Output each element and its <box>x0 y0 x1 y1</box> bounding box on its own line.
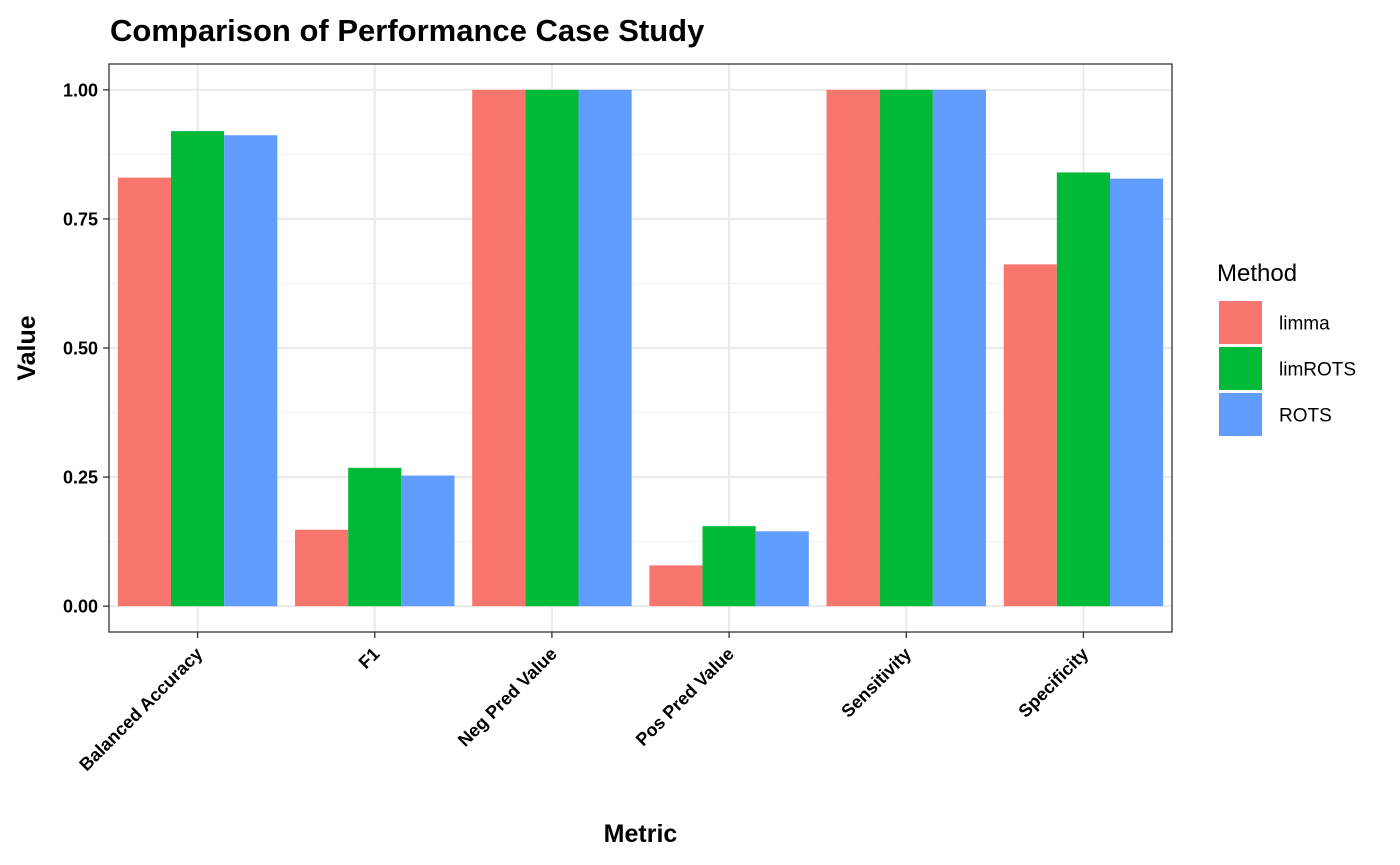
bar-rots-sensitivity <box>932 89 986 607</box>
bar-limma-pos-pred-value <box>649 565 703 607</box>
y-tick-label: 1.00 <box>63 80 98 100</box>
bar-limrots-f1 <box>348 467 402 607</box>
legend-key-limrots <box>1219 347 1262 390</box>
bar-limma-f1 <box>295 529 349 607</box>
x-tick-label: Balanced Accuracy <box>75 644 206 775</box>
chart-title: Comparison of Performance Case Study <box>110 13 705 48</box>
y-tick-label: 0.00 <box>63 597 98 617</box>
legend-label-limrots: limROTS <box>1279 360 1356 381</box>
bars-group <box>117 89 1164 607</box>
legend-key-rots <box>1219 393 1262 436</box>
y-tick-label: 0.75 <box>63 209 98 229</box>
minor-gridlines <box>109 153 1172 543</box>
x-tick-label: Sensitivity <box>837 644 915 722</box>
legend: Method limma limROTS ROTS <box>1217 260 1356 436</box>
y-axis-title: Value <box>13 315 41 380</box>
legend-label-limma: limma <box>1279 314 1330 335</box>
bar-rots-pos-pred-value <box>755 531 809 607</box>
legend-title: Method <box>1217 260 1297 287</box>
bar-limma-sensitivity <box>826 89 880 607</box>
bar-limrots-specificity <box>1056 172 1110 607</box>
x-axis-title: Metric <box>604 820 678 848</box>
bar-limrots-balanced-accuracy <box>171 131 225 607</box>
x-axis: Balanced Accuracy F1 Neg Pred Value Pos Pre… <box>75 632 1092 775</box>
y-tick-label: 0.50 <box>63 339 98 359</box>
x-tick-label: Specificity <box>1014 644 1092 722</box>
x-tick-label: Neg Pred Value <box>454 644 561 751</box>
bar-rots-balanced-accuracy <box>224 135 278 607</box>
y-axis: 0.00 0.25 0.50 0.75 1.00 <box>63 80 109 617</box>
y-tick-label: 0.25 <box>63 468 98 488</box>
bar-limma-balanced-accuracy <box>117 177 172 607</box>
bar-limrots-neg-pred-value <box>525 89 579 607</box>
bar-limrots-sensitivity <box>879 89 933 607</box>
bar-limma-neg-pred-value <box>472 89 526 607</box>
bar-limrots-pos-pred-value <box>702 526 756 607</box>
bar-rots-neg-pred-value <box>578 89 632 607</box>
legend-label-rots: ROTS <box>1279 406 1332 427</box>
legend-key-limma <box>1219 301 1262 344</box>
x-tick-label: F1 <box>355 644 384 673</box>
bar-limma-specificity <box>1003 264 1057 607</box>
bar-rots-f1 <box>401 475 455 607</box>
bar-rots-specificity <box>1109 178 1164 607</box>
x-tick-label: Pos Pred Value <box>632 644 738 750</box>
